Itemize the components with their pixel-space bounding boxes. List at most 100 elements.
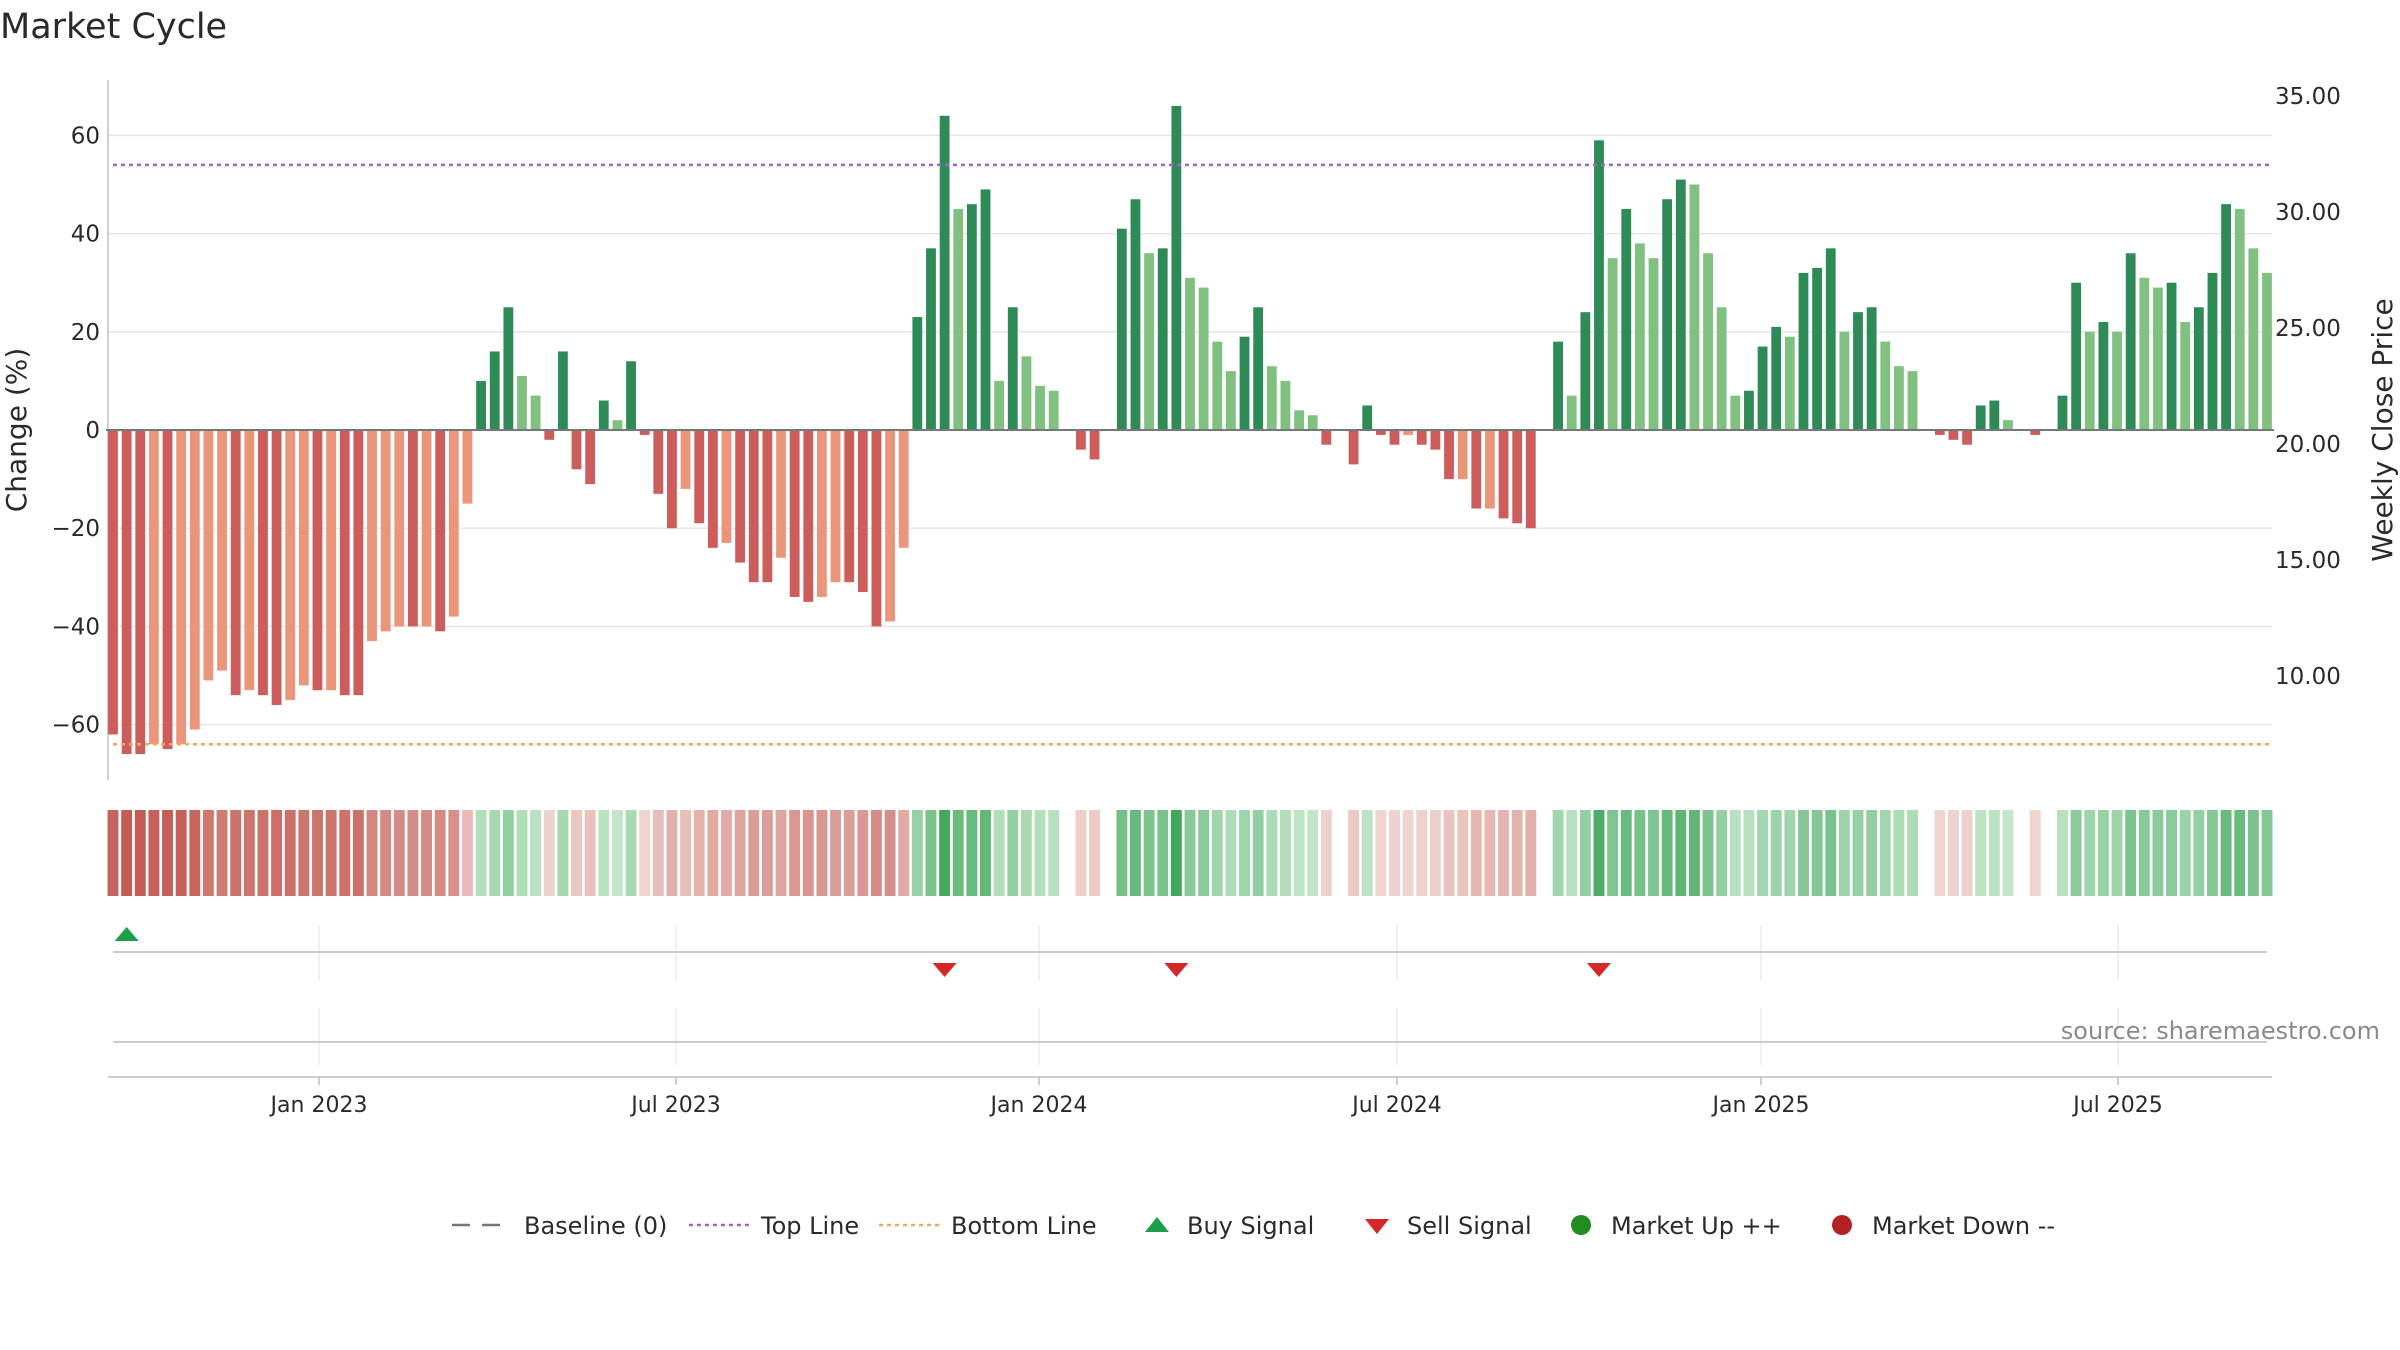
- bar: [2057, 395, 2068, 430]
- bar: [1171, 105, 1182, 430]
- bar: [926, 248, 936, 430]
- heat-cell: [1389, 810, 1400, 896]
- legend-circle-icon: [1832, 1215, 1852, 1235]
- bar: [1321, 430, 1332, 445]
- heat-cell: [1348, 810, 1360, 896]
- heat-cell: [1907, 810, 1918, 896]
- heat-cell: [407, 810, 419, 896]
- bar: [1471, 430, 1482, 509]
- bar: [1798, 272, 1809, 430]
- heat-cell: [1307, 810, 1319, 896]
- bar: [1035, 385, 1045, 430]
- bar: [1607, 258, 1618, 430]
- heat-cell: [393, 810, 405, 896]
- heat-cell: [530, 810, 542, 896]
- bar: [135, 430, 146, 755]
- left-tick-label: −20: [51, 516, 100, 542]
- bar: [1566, 395, 1577, 430]
- heat-cell: [462, 810, 473, 896]
- heat-cell: [1688, 810, 1700, 896]
- heat-cell: [448, 810, 460, 896]
- bar: [394, 430, 405, 627]
- bar: [776, 430, 786, 558]
- bar: [1076, 430, 1086, 450]
- right-tick-label: 25.00: [2275, 316, 2341, 342]
- heat-cell: [1525, 810, 1537, 896]
- heat-cell: [611, 810, 623, 896]
- heat-cell: [2220, 810, 2232, 896]
- bar: [1784, 336, 1795, 430]
- bar: [612, 420, 623, 430]
- bar: [2262, 272, 2272, 430]
- legend-label: Top Line: [760, 1212, 859, 1240]
- bar: [1294, 410, 1304, 430]
- heat-cell: [652, 810, 664, 896]
- heat-cell: [2084, 810, 2096, 896]
- heat-cell: [339, 810, 351, 896]
- left-tick-label: 0: [85, 418, 100, 444]
- heat-cell: [1634, 810, 1646, 896]
- heat-cell: [1484, 810, 1496, 896]
- heat-cell: [489, 810, 501, 896]
- bar: [830, 430, 841, 583]
- heat-cell: [789, 810, 801, 896]
- bar: [789, 430, 800, 597]
- bar: [1812, 267, 1823, 430]
- heat-cell: [2138, 810, 2150, 896]
- legend-label: Market Up ++: [1611, 1212, 1782, 1240]
- bar: [598, 400, 609, 430]
- bar: [435, 430, 446, 632]
- bar: [408, 430, 418, 627]
- heat-cell: [666, 810, 678, 896]
- bar: [2125, 253, 2136, 430]
- bar: [1444, 430, 1454, 480]
- legend: Baseline (0) Top Line Bottom Line Buy Signa…: [452, 1212, 2055, 1240]
- bar: [1253, 307, 1264, 430]
- date-axis: Jan 2023 Jul 2023 Jan 2024 Jul 2024 Jan 2025…: [269, 1077, 2163, 1118]
- heat-cell: [1879, 810, 1891, 896]
- bar: [966, 204, 977, 430]
- bar: [939, 115, 950, 430]
- legend-label: Sell Signal: [1407, 1212, 1532, 1240]
- bar: [1116, 228, 1127, 430]
- left-tick-label: 40: [71, 222, 100, 248]
- bar: [844, 430, 855, 583]
- left-tick-label: −60: [51, 713, 100, 739]
- heat-cell: [1157, 810, 1169, 896]
- legend-label: Bottom Line: [951, 1212, 1097, 1240]
- bar: [353, 430, 364, 696]
- heat-cell: [2002, 810, 2014, 896]
- bar: [1703, 253, 1713, 430]
- heat-cell: [352, 810, 364, 896]
- heat-cell: [1757, 810, 1769, 896]
- bar: [544, 430, 555, 440]
- legend-label: Buy Signal: [1187, 1212, 1314, 1240]
- heat-cell: [502, 810, 514, 896]
- heat-cell: [584, 810, 596, 896]
- bar: [885, 430, 895, 622]
- heat-cell: [1075, 810, 1087, 896]
- bar: [762, 430, 773, 583]
- bar: [626, 361, 636, 430]
- heat-cell: [1975, 810, 1987, 896]
- heat-cell: [639, 810, 651, 896]
- bar: [203, 430, 214, 681]
- right-tick-label: 35.00: [2275, 84, 2341, 110]
- heat-cell: [1511, 810, 1523, 896]
- heat-cell: [1279, 810, 1291, 896]
- bar: [857, 430, 868, 593]
- bar: [285, 430, 296, 701]
- bar: [1716, 307, 1727, 430]
- bar: [1621, 209, 1632, 430]
- bar: [1662, 199, 1673, 430]
- bar: [2193, 307, 2204, 430]
- heat-cell: [1675, 810, 1687, 896]
- heat-cell: [1034, 810, 1046, 896]
- legend-circle-icon: [1571, 1215, 1591, 1235]
- bar: [1648, 258, 1659, 430]
- heat-cell: [557, 810, 569, 896]
- heat-cell: [1170, 810, 1182, 896]
- bar: [994, 380, 1005, 430]
- chart-title: Market Cycle: [0, 7, 227, 47]
